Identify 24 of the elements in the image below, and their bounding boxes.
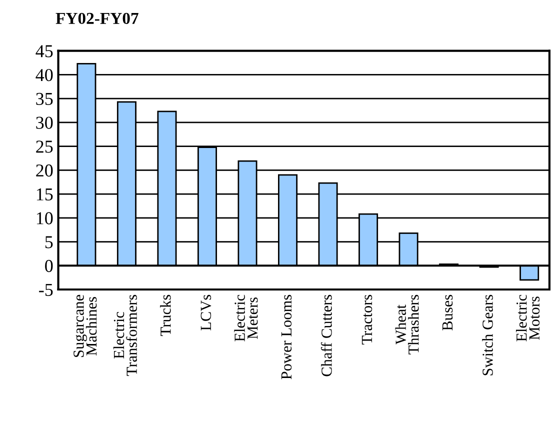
y-tick-label: 25 xyxy=(36,140,53,153)
y-tick-label: 15 xyxy=(36,188,53,200)
x-tick-label: Chaff Cutters xyxy=(320,294,332,376)
y-tick-label: 40 xyxy=(36,68,53,82)
y-tick-label: 35 xyxy=(36,92,53,106)
x-tick-label: Trucks xyxy=(160,294,171,336)
x-tick-label: LCVs xyxy=(200,294,212,330)
x-tick-label: Tractors xyxy=(362,294,372,344)
x-tick-label: Wheat Thrashers xyxy=(395,294,419,354)
x-tick-label: Electric Meters xyxy=(234,294,258,342)
x-tick-label: Electric Transformers xyxy=(113,294,137,376)
x-tick-label: Buses xyxy=(442,294,453,330)
y-tick-label: -5 xyxy=(39,284,53,296)
x-tick-label: Electric Motors xyxy=(516,294,540,342)
y-tick-label: 30 xyxy=(36,116,53,129)
x-tick-label: Sugarcane Machines xyxy=(74,294,97,357)
x-tick-label: Switch Gears xyxy=(482,294,493,376)
y-tick-label: 20 xyxy=(36,164,53,177)
y-tick-label: 45 xyxy=(36,45,53,58)
x-tick-label: Power Looms xyxy=(281,294,292,380)
y-tick-label: 5 xyxy=(45,236,53,248)
y-tick-label: 10 xyxy=(36,212,53,224)
y-tick-label: 0 xyxy=(45,260,53,272)
chart-title: FY02-FY07 xyxy=(56,12,138,24)
